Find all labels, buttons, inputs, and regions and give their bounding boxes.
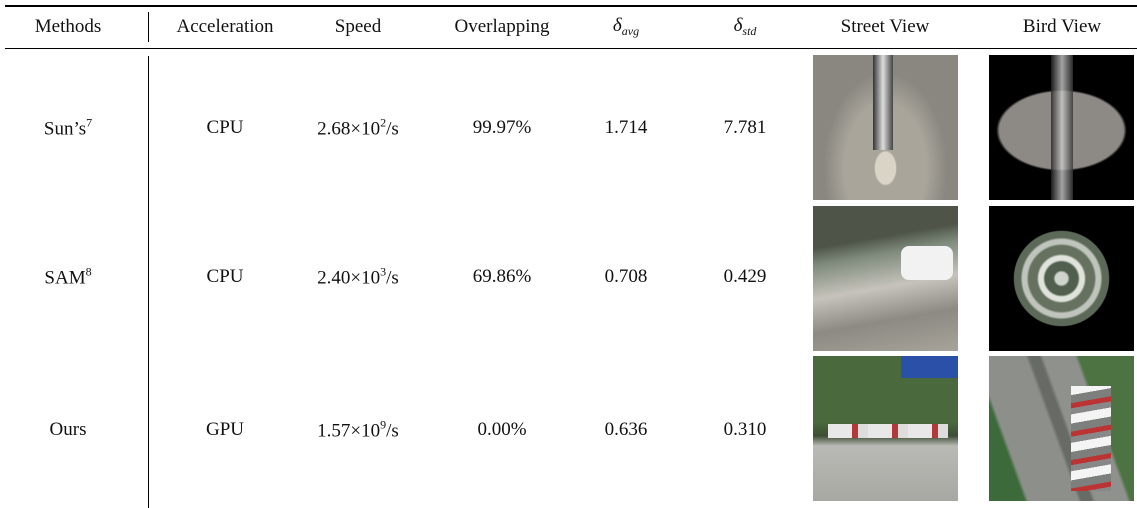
- method-name: SAM8: [44, 265, 91, 290]
- bird-view-image: [989, 206, 1134, 351]
- header-text: Overlapping: [455, 16, 550, 37]
- acceleration: CPU: [207, 266, 244, 287]
- method-text: Ours: [50, 419, 87, 440]
- speed-mantissa: 2.40×10: [317, 268, 380, 289]
- method-name: Sun’s7: [44, 116, 92, 141]
- bird-view-image: [989, 55, 1134, 200]
- speed-cell: 2.68×102/s: [317, 116, 399, 141]
- header-text: Bird View: [1023, 16, 1101, 37]
- delta-std: 0.310: [724, 419, 767, 440]
- column-header: δstd: [734, 15, 757, 39]
- speed-unit: /s: [386, 268, 399, 289]
- acceleration-cell: CPU: [207, 117, 244, 139]
- header-text: Acceleration: [176, 16, 273, 37]
- delta-std-cell: 7.781: [724, 117, 767, 139]
- column-header: Overlapping: [455, 16, 550, 38]
- street-view-image: [813, 206, 958, 351]
- column-header: Acceleration: [176, 16, 273, 38]
- bird-view-image: [989, 356, 1134, 501]
- overlapping-cell: 99.97%: [473, 117, 532, 139]
- delta-avg: 0.636: [605, 419, 648, 440]
- overlapping-cell: 69.86%: [473, 266, 532, 288]
- delta-avg-cell: 1.714: [605, 117, 648, 139]
- column-header: Street View: [841, 16, 930, 38]
- speed-cell: 1.57×109/s: [317, 418, 399, 443]
- overlapping: 99.97%: [473, 117, 532, 138]
- header-text: Street View: [841, 16, 930, 37]
- citation: 8: [86, 265, 92, 279]
- delta-std: 7.781: [724, 117, 767, 138]
- delta-std-cell: 0.429: [724, 266, 767, 288]
- column-header: Methods: [35, 16, 102, 38]
- delta-avg: 0.708: [605, 266, 648, 287]
- delta-std: 0.429: [724, 266, 767, 287]
- speed-unit: /s: [386, 421, 399, 442]
- header-text: Methods: [35, 16, 102, 37]
- speed-mantissa: 1.57×10: [317, 421, 380, 442]
- column-header: Bird View: [1023, 16, 1101, 38]
- header-text: Speed: [335, 16, 381, 37]
- delta-avg-cell: 0.708: [605, 266, 648, 288]
- street-view-image: [813, 55, 958, 200]
- header-subscript: std: [742, 24, 756, 38]
- overlapping: 0.00%: [477, 419, 526, 440]
- acceleration: GPU: [206, 419, 244, 440]
- page: (() => { const data = JSON.parse(documen…: [0, 0, 1137, 508]
- header-rule: [5, 48, 1137, 49]
- column-header: Speed: [335, 16, 381, 38]
- delta-avg: 1.714: [605, 117, 648, 138]
- method-text: SAM: [44, 268, 85, 289]
- speed-mantissa: 2.68×10: [317, 119, 380, 140]
- top-rule: [5, 5, 1137, 7]
- overlapping-cell: 0.00%: [477, 419, 526, 441]
- header-subscript: avg: [622, 24, 639, 38]
- column-header: δavg: [613, 15, 639, 39]
- header-separator: [148, 12, 149, 42]
- citation: 7: [86, 116, 92, 130]
- acceleration-cell: CPU: [207, 266, 244, 288]
- acceleration: CPU: [207, 117, 244, 138]
- body-separator: [148, 56, 149, 508]
- overlapping: 69.86%: [473, 266, 532, 287]
- speed-unit: /s: [386, 119, 399, 140]
- header-symbol: δ: [734, 15, 743, 36]
- acceleration-cell: GPU: [206, 419, 244, 441]
- delta-avg-cell: 0.636: [605, 419, 648, 441]
- header-symbol: δ: [613, 15, 622, 36]
- speed-cell: 2.40×103/s: [317, 265, 399, 290]
- delta-std-cell: 0.310: [724, 419, 767, 441]
- street-view-image: [813, 356, 958, 501]
- method-text: Sun’s: [44, 119, 86, 140]
- method-name: Ours: [50, 419, 87, 441]
